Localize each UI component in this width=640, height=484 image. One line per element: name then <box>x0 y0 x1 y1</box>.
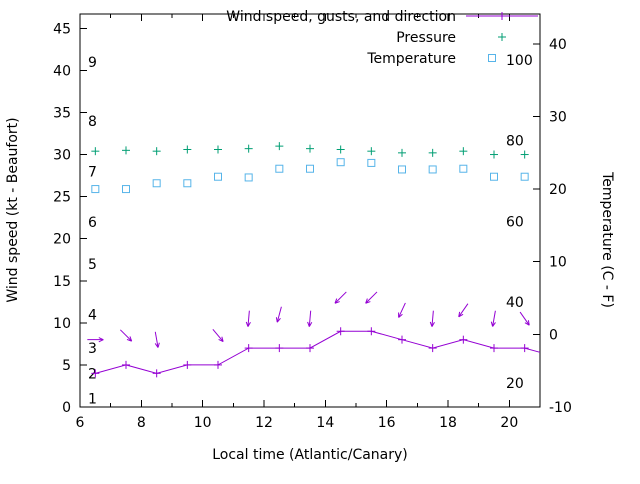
svg-text:14: 14 <box>316 415 334 431</box>
y-axis-title-left: Wind speed (kt - Beaufort) <box>5 117 21 302</box>
legend-label-pressure: Pressure <box>396 30 456 46</box>
svg-text:9: 9 <box>88 55 97 71</box>
svg-text:0: 0 <box>549 327 558 343</box>
svg-text:20: 20 <box>500 415 518 431</box>
legend-label-wind: Wind speed, gusts, and direction <box>226 9 456 25</box>
legend-label-temperature: Temperature <box>366 51 456 67</box>
svg-text:8: 8 <box>88 114 97 130</box>
svg-text:25: 25 <box>53 190 71 206</box>
svg-text:100: 100 <box>506 53 533 69</box>
svg-text:60: 60 <box>506 214 524 230</box>
svg-text:0: 0 <box>62 400 71 416</box>
svg-text:35: 35 <box>53 105 71 121</box>
svg-text:10: 10 <box>194 415 212 431</box>
svg-text:10: 10 <box>53 316 71 332</box>
svg-text:5: 5 <box>88 257 97 273</box>
legend: Wind speed, gusts, and direction Pressur… <box>226 9 456 67</box>
svg-text:40: 40 <box>549 37 567 53</box>
x-axis-title: Local time (Atlantic/Canary) <box>212 447 408 463</box>
wind-series <box>87 291 541 378</box>
svg-text:16: 16 <box>378 415 396 431</box>
svg-text:40: 40 <box>53 63 71 79</box>
svg-text:2: 2 <box>88 366 97 382</box>
svg-text:6: 6 <box>88 215 97 231</box>
svg-text:30: 30 <box>549 109 567 125</box>
svg-text:6: 6 <box>76 415 85 431</box>
svg-text:-10: -10 <box>549 400 572 416</box>
svg-text:12: 12 <box>255 415 273 431</box>
svg-text:20: 20 <box>53 232 71 248</box>
svg-text:15: 15 <box>53 274 71 290</box>
pressure-series <box>91 142 529 159</box>
svg-text:1: 1 <box>88 392 97 408</box>
svg-text:18: 18 <box>439 415 457 431</box>
axes: 6 8 10 12 14 16 18 20051015202530354045-1001020… <box>53 13 572 431</box>
svg-text:80: 80 <box>506 134 524 150</box>
svg-text:40: 40 <box>506 295 524 311</box>
svg-text:20: 20 <box>549 182 567 198</box>
svg-text:20: 20 <box>506 376 524 392</box>
svg-text:45: 45 <box>53 21 71 37</box>
y-axis-title-right: Temperature (C - F) <box>599 171 615 308</box>
svg-text:3: 3 <box>88 341 97 357</box>
svg-text:4: 4 <box>88 307 97 323</box>
temperature-series <box>91 158 529 194</box>
svg-text:7: 7 <box>88 164 97 180</box>
svg-text:10: 10 <box>549 255 567 271</box>
scale-inner-labels: 1 2 3 4 5 6 7 8 9 20 40 60 80 100 <box>88 53 533 408</box>
legend-samples <box>466 12 538 62</box>
svg-text:8: 8 <box>137 415 146 431</box>
svg-text:5: 5 <box>62 358 71 374</box>
svg-text:30: 30 <box>53 148 71 164</box>
